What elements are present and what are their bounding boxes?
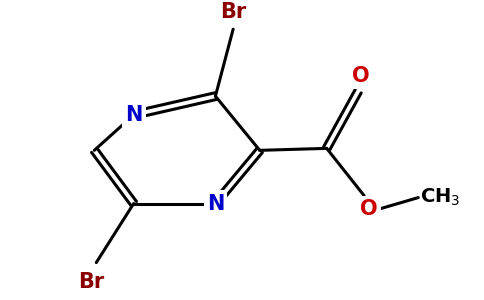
Text: N: N: [207, 194, 224, 214]
Text: N: N: [125, 105, 142, 125]
Text: O: O: [360, 200, 378, 219]
Text: O: O: [352, 65, 370, 86]
Text: Br: Br: [220, 2, 246, 22]
Text: Br: Br: [78, 272, 105, 292]
Text: CH$_3$: CH$_3$: [420, 187, 460, 208]
